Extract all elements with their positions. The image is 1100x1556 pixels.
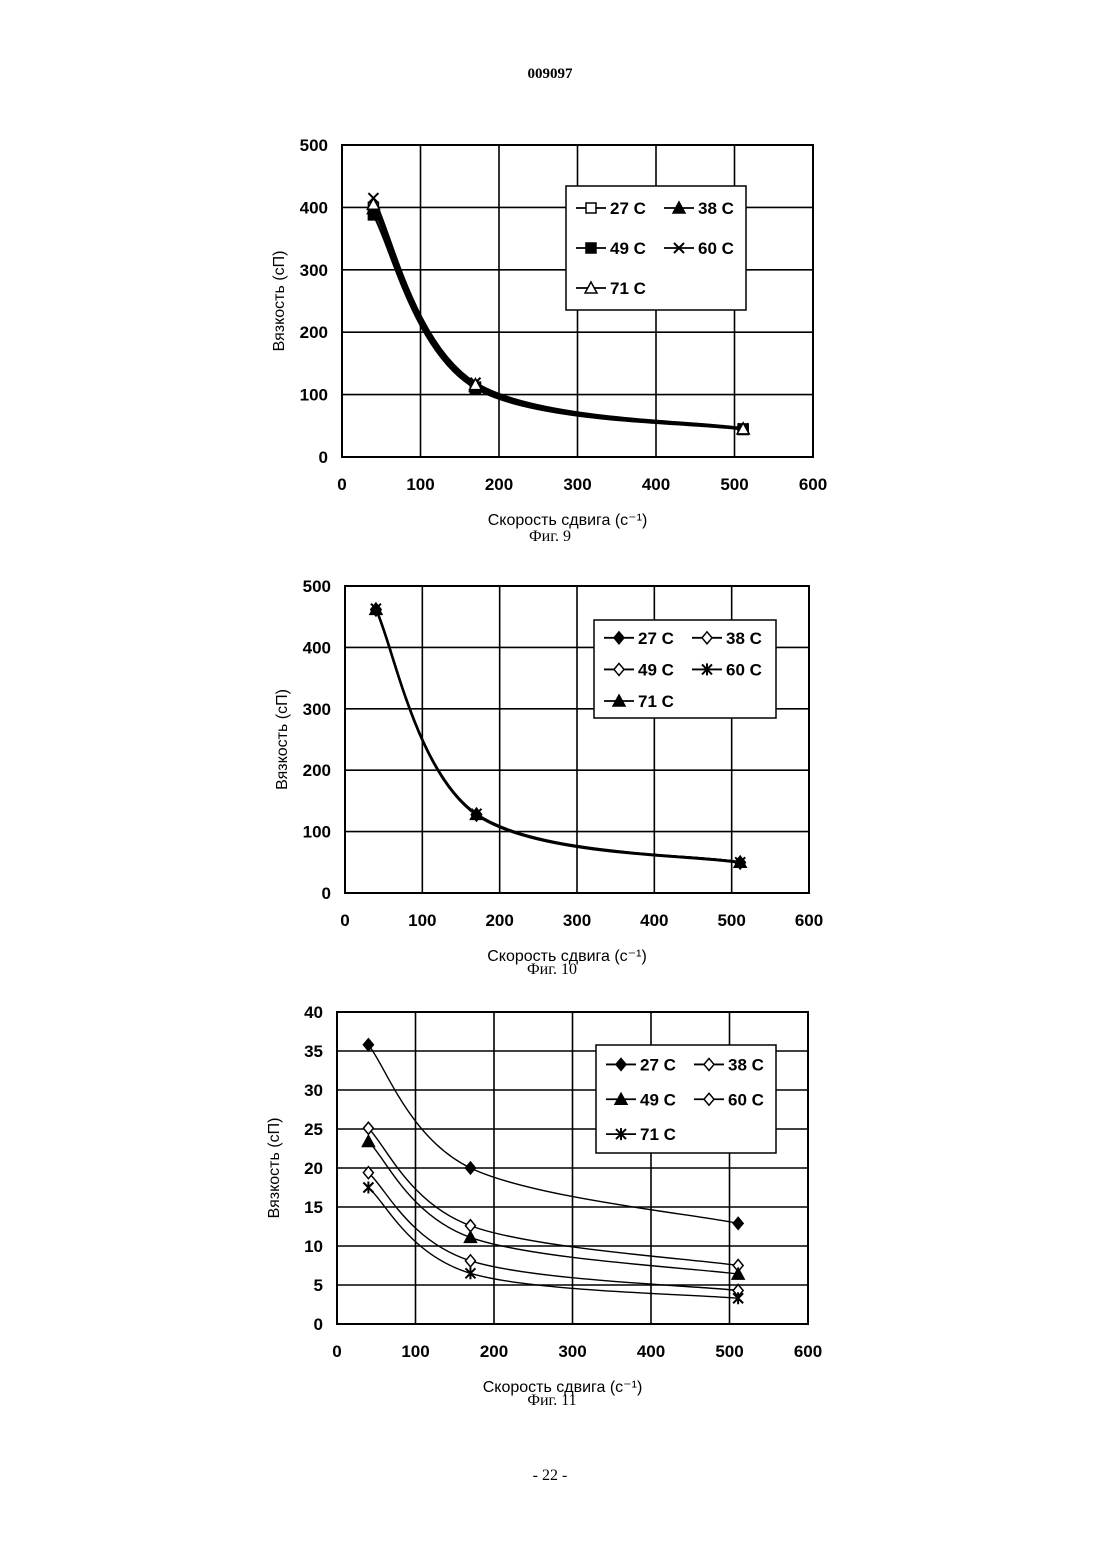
y-tick-label: 0 bbox=[319, 448, 328, 467]
figure-caption: Фиг. 9 bbox=[450, 528, 650, 546]
chart-fig-11: 01002003004005006000510152025303540Скоро… bbox=[0, 1000, 1100, 1400]
y-tick-label: 0 bbox=[322, 884, 331, 903]
y-tick-label: 300 bbox=[300, 261, 328, 280]
x-tick-label: 500 bbox=[717, 911, 745, 930]
series-line bbox=[368, 1173, 738, 1291]
x-tick-label: 600 bbox=[795, 911, 823, 930]
marker-diamond bbox=[465, 1162, 475, 1174]
y-axis-title: Вязкость (сП) bbox=[274, 689, 291, 790]
marker-square bbox=[586, 243, 596, 253]
legend-label: 49 C bbox=[610, 239, 646, 258]
x-tick-label: 300 bbox=[558, 1342, 586, 1361]
x-tick-label: 400 bbox=[642, 475, 670, 494]
legend-label: 49 C bbox=[640, 1090, 676, 1109]
x-tick-label: 400 bbox=[640, 911, 668, 930]
y-tick-label: 300 bbox=[303, 700, 331, 719]
series-line bbox=[368, 1188, 738, 1299]
y-tick-label: 200 bbox=[300, 323, 328, 342]
y-tick-label: 500 bbox=[303, 577, 331, 596]
marker-square bbox=[586, 203, 596, 213]
legend-label: 38 C bbox=[698, 199, 734, 218]
y-tick-label: 0 bbox=[314, 1315, 323, 1334]
x-tick-label: 200 bbox=[485, 475, 513, 494]
x-tick-label: 100 bbox=[401, 1342, 429, 1361]
legend-label: 27 C bbox=[638, 629, 674, 648]
legend-label: 71 C bbox=[640, 1125, 676, 1144]
y-tick-label: 35 bbox=[304, 1042, 323, 1061]
legend: 27 C 38 C 49 C 60 C 71 C bbox=[594, 620, 776, 718]
series-60-c bbox=[363, 1167, 743, 1297]
x-tick-label: 100 bbox=[408, 911, 436, 930]
y-axis-title: Вязкость (сП) bbox=[271, 251, 288, 352]
y-tick-label: 500 bbox=[300, 136, 328, 155]
x-tick-label: 0 bbox=[332, 1342, 341, 1361]
x-tick-label: 500 bbox=[715, 1342, 743, 1361]
x-tick-label: 200 bbox=[480, 1342, 508, 1361]
y-tick-label: 100 bbox=[300, 386, 328, 405]
marker-asterisk bbox=[465, 1267, 475, 1279]
marker-triangle bbox=[464, 1231, 476, 1242]
x-tick-label: 100 bbox=[406, 475, 434, 494]
figure-caption: Фиг. 11 bbox=[452, 1392, 652, 1410]
y-tick-label: 40 bbox=[304, 1003, 323, 1022]
x-tick-label: 0 bbox=[340, 911, 349, 930]
legend: 27 C 38 C 49 C 60 C 71 C bbox=[566, 186, 746, 310]
x-tick-label: 300 bbox=[563, 911, 591, 930]
y-tick-label: 5 bbox=[314, 1276, 323, 1295]
legend-label: 71 C bbox=[610, 279, 646, 298]
legend-label: 27 C bbox=[640, 1055, 676, 1074]
y-tick-label: 200 bbox=[303, 761, 331, 780]
x-tick-label: 300 bbox=[563, 475, 591, 494]
legend-label: 71 C bbox=[638, 692, 674, 711]
x-axis-title: Скорость сдвига (с⁻¹) bbox=[488, 512, 648, 529]
chart-fig-10: 01002003004005006000100200300400500Скоро… bbox=[0, 570, 1100, 970]
y-tick-label: 25 bbox=[304, 1120, 323, 1139]
y-tick-label: 100 bbox=[303, 823, 331, 842]
marker-diamond bbox=[465, 1255, 475, 1267]
legend-label: 60 C bbox=[726, 660, 762, 679]
y-tick-label: 15 bbox=[304, 1198, 323, 1217]
marker-triangle bbox=[362, 1135, 374, 1146]
legend-label: 49 C bbox=[638, 660, 674, 679]
legend-label: 27 C bbox=[610, 199, 646, 218]
document-number: 009097 bbox=[0, 66, 1100, 83]
y-tick-label: 20 bbox=[304, 1159, 323, 1178]
legend-label: 38 C bbox=[728, 1055, 764, 1074]
x-tick-label: 600 bbox=[794, 1342, 822, 1361]
y-axis-title: Вязкость (сП) bbox=[266, 1118, 283, 1219]
legend-label: 60 C bbox=[698, 239, 734, 258]
x-tick-label: 200 bbox=[485, 911, 513, 930]
x-tick-label: 400 bbox=[637, 1342, 665, 1361]
figure-caption: Фиг. 10 bbox=[452, 961, 652, 979]
x-tick-label: 600 bbox=[799, 475, 827, 494]
y-tick-label: 400 bbox=[300, 198, 328, 217]
legend-label: 60 C bbox=[728, 1090, 764, 1109]
marker-asterisk bbox=[363, 1182, 373, 1194]
y-tick-label: 10 bbox=[304, 1237, 323, 1256]
x-tick-label: 500 bbox=[720, 475, 748, 494]
legend: 27 C 38 C 49 C 60 C 71 C bbox=[596, 1045, 776, 1153]
page-number: - 22 - bbox=[0, 1467, 1100, 1485]
y-tick-label: 400 bbox=[303, 638, 331, 657]
x-tick-label: 0 bbox=[337, 475, 346, 494]
y-tick-label: 30 bbox=[304, 1081, 323, 1100]
legend-label: 38 C bbox=[726, 629, 762, 648]
marker-diamond bbox=[733, 1217, 743, 1229]
